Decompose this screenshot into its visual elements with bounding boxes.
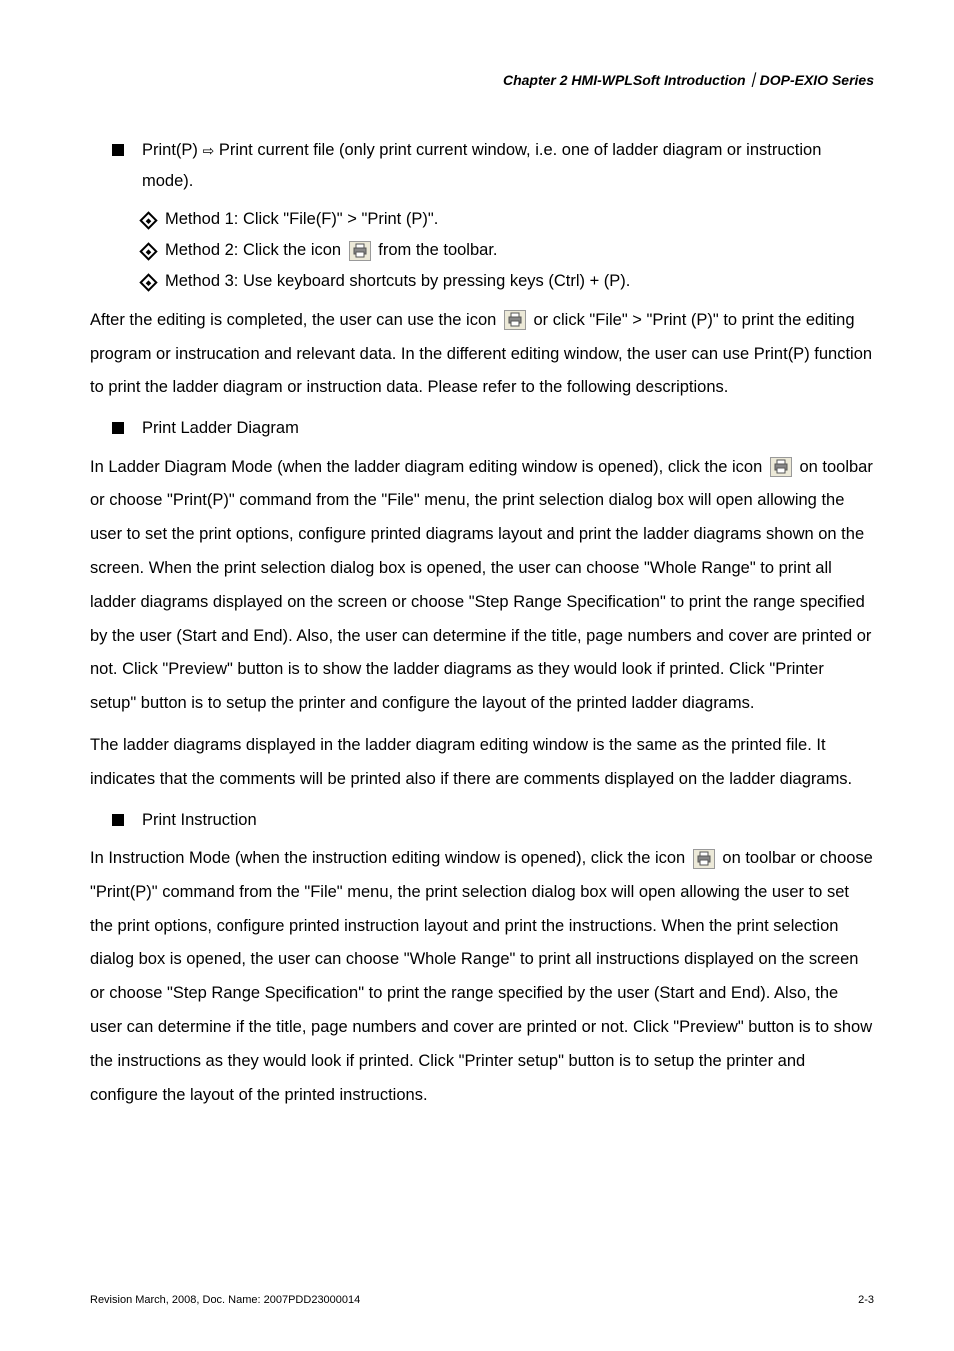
bullet-print-p: Print(P) ⇨ Print current file (only prin… <box>90 135 874 198</box>
para-instruction: In Instruction Mode (when the instructio… <box>90 842 874 1113</box>
bullet1-post: Print current file (only print current w… <box>142 141 821 190</box>
page-footer: Revision March, 2008, Doc. Name: 2007PDD… <box>90 1294 874 1306</box>
page-header: Chapter 2 HMI-WPLSoft Introduction｜DOP-E… <box>90 70 874 90</box>
arrow-icon: ⇨ <box>203 142 215 158</box>
square-bullet-icon <box>112 422 124 434</box>
method2-wrap: Method 2: Click the icon from the toolba… <box>165 235 498 266</box>
method2-post: from the toolbar. <box>374 241 498 259</box>
para4-pre: In Instruction Mode (when the instructio… <box>90 849 690 867</box>
para-ladder-same: The ladder diagrams displayed in the lad… <box>90 729 874 797</box>
bullet-print-instruction: Print Instruction <box>90 805 874 836</box>
method-1: Method 1: Click "File(F)" > "Print (P)". <box>142 204 874 235</box>
print-icon <box>693 849 715 869</box>
diamond-icon <box>139 211 157 229</box>
bullet3-text: Print Instruction <box>142 805 874 836</box>
bullet-text: Print(P) ⇨ Print current file (only prin… <box>142 135 874 198</box>
square-bullet-icon <box>112 814 124 826</box>
para1-pre: After the editing is completed, the user… <box>90 311 501 329</box>
print-icon <box>770 457 792 477</box>
bullet2-text: Print Ladder Diagram <box>142 413 874 444</box>
method-2: Method 2: Click the icon from the toolba… <box>142 235 874 266</box>
para-ladder: In Ladder Diagram Mode (when the ladder … <box>90 451 874 722</box>
footer-left: Revision March, 2008, Doc. Name: 2007PDD… <box>90 1294 360 1306</box>
method2-pre: Method 2: Click the icon <box>165 241 346 259</box>
print-icon <box>504 310 526 330</box>
diamond-icon <box>139 242 157 260</box>
bullet-print-ladder: Print Ladder Diagram <box>90 413 874 444</box>
diamond-icon <box>139 274 157 292</box>
bullet1-pre: Print(P) <box>142 141 203 159</box>
page: Chapter 2 HMI-WPLSoft Introduction｜DOP-E… <box>0 0 954 1351</box>
para2-pre: In Ladder Diagram Mode (when the ladder … <box>90 458 767 476</box>
method-3: Method 3: Use keyboard shortcuts by pres… <box>142 266 874 297</box>
para2-post: on toolbar or choose "Print(P)" command … <box>90 458 873 713</box>
print-icon <box>349 241 371 261</box>
para-after-editing: After the editing is completed, the user… <box>90 304 874 405</box>
square-bullet-icon <box>112 144 124 156</box>
method3-text: Method 3: Use keyboard shortcuts by pres… <box>165 266 630 297</box>
footer-right: 2-3 <box>858 1294 874 1306</box>
method1-text: Method 1: Click "File(F)" > "Print (P)". <box>165 204 438 235</box>
para4-post: on toolbar or choose "Print(P)" command … <box>90 849 873 1104</box>
